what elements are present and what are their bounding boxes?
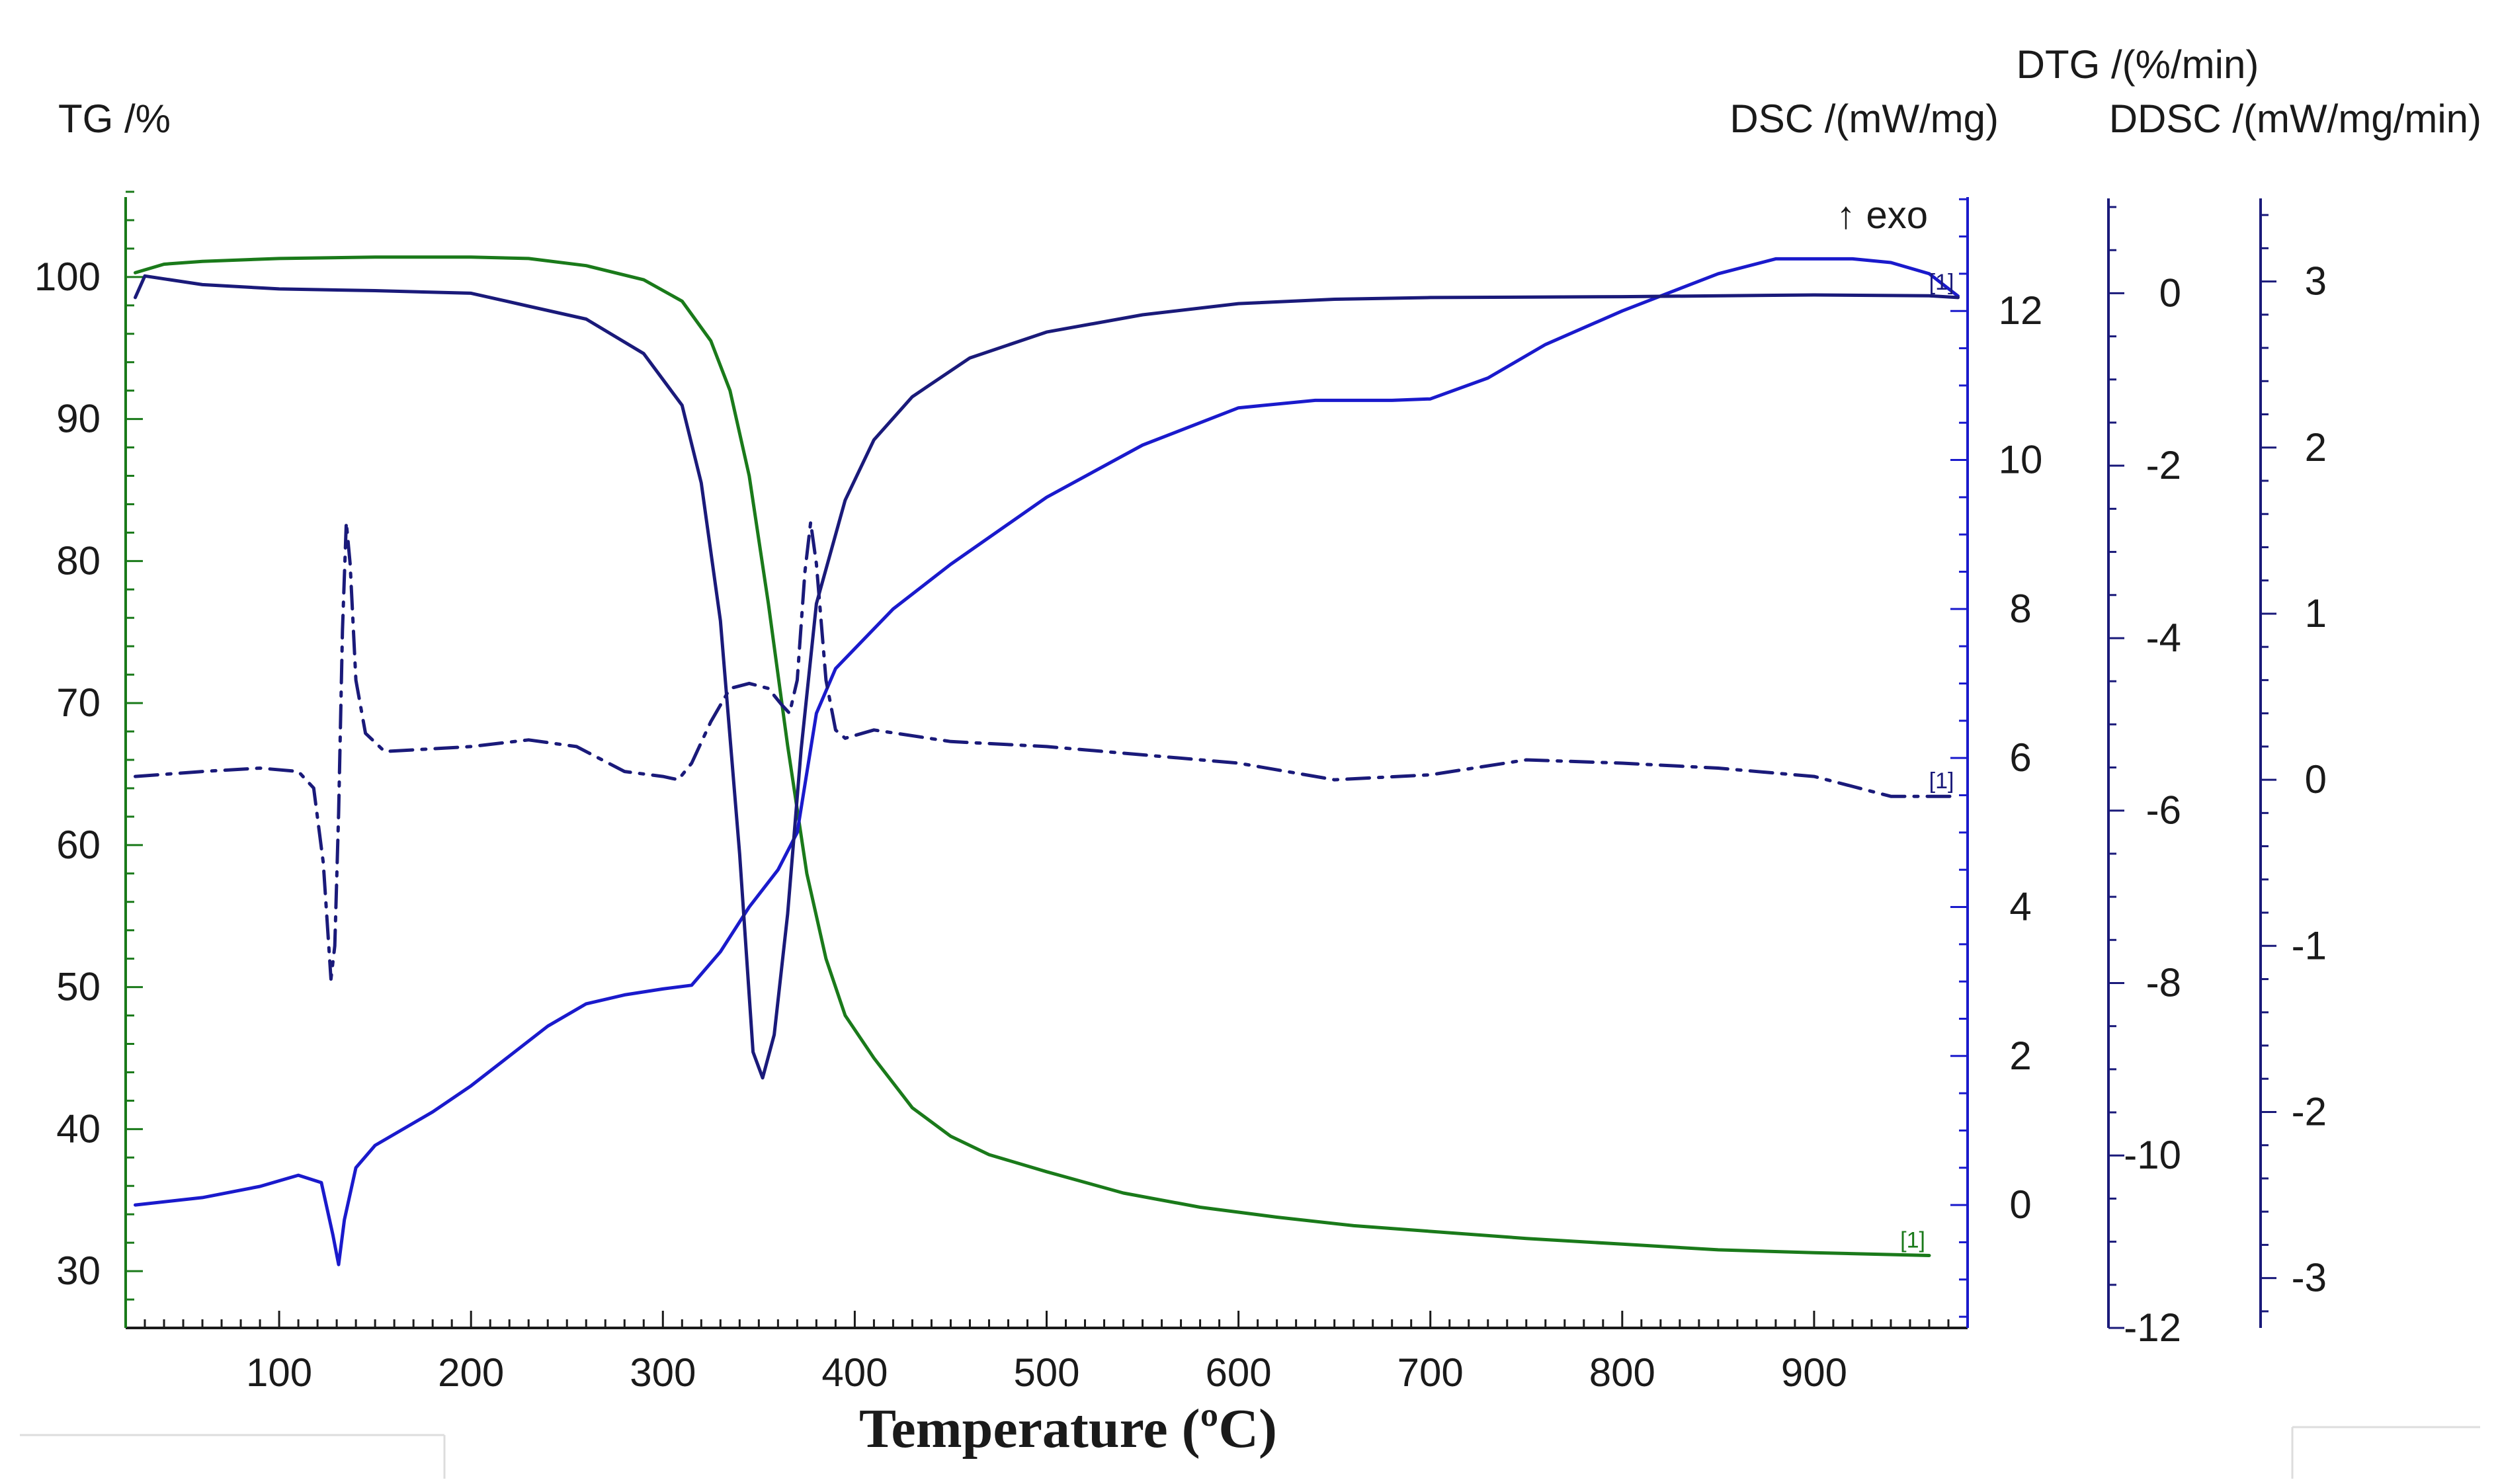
x-tick-label: 800 bbox=[1589, 1350, 1655, 1395]
ddsc-tick-label: 2 bbox=[2305, 425, 2327, 470]
ddsc-tick-label: -3 bbox=[2292, 1256, 2327, 1300]
x-tick-label: 900 bbox=[1781, 1350, 1847, 1395]
dsc-tick-label: 10 bbox=[1999, 438, 2043, 482]
dtg-tick-label: -2 bbox=[2146, 443, 2181, 487]
series-ddsc-line bbox=[134, 520, 1960, 981]
ddsc-tick-label: 0 bbox=[2305, 757, 2327, 802]
exo-annotation: ↑ exo bbox=[1836, 194, 1928, 237]
series-ddsc-end-label: [1] bbox=[1929, 768, 1954, 794]
x-axis-label: Temperature (ºC) bbox=[859, 1398, 1277, 1460]
tg-tick-label: 50 bbox=[56, 965, 101, 1009]
dsc-tick-label: 8 bbox=[2009, 587, 2031, 631]
dtg-tick-label: -8 bbox=[2146, 960, 2181, 1005]
dtg-tick-label: 0 bbox=[2159, 270, 2181, 315]
series-dtg-line bbox=[134, 274, 1960, 1080]
tg-tick-label: 30 bbox=[56, 1249, 101, 1293]
tg-tick-label: 100 bbox=[34, 255, 101, 299]
tg-tick-label: 60 bbox=[56, 823, 101, 867]
x-tick-label: 600 bbox=[1206, 1350, 1272, 1395]
series-dtg-end-label: [1] bbox=[1929, 270, 1954, 295]
tg-tick-label: 40 bbox=[56, 1106, 101, 1151]
ddsc-tick-label: 1 bbox=[2305, 591, 2327, 636]
ddsc-axis-label: DDSC /(mW/mg/min) bbox=[2109, 97, 2481, 141]
ddsc-tick-label: -1 bbox=[2292, 923, 2327, 968]
dtg-axis-label: DTG /(%/min) bbox=[2017, 42, 2259, 87]
x-tick-label: 100 bbox=[246, 1350, 312, 1395]
dsc-tick-label: 0 bbox=[2009, 1182, 2031, 1227]
tg-tick-label: 90 bbox=[56, 397, 101, 441]
ddsc-tick-label: 3 bbox=[2305, 259, 2327, 304]
dsc-tick-label: 4 bbox=[2009, 884, 2031, 928]
tg-axis-label: TG /% bbox=[58, 97, 171, 141]
dsc-tick-label: 2 bbox=[2009, 1034, 2031, 1078]
dsc-tick-label: 12 bbox=[1999, 288, 2043, 333]
series-dsc-line bbox=[134, 257, 1960, 1266]
dtg-tick-label: -10 bbox=[2124, 1133, 2181, 1177]
dtg-tick-label: -12 bbox=[2124, 1305, 2181, 1350]
series-tg-end-label: [1] bbox=[1900, 1227, 1925, 1253]
tg-tick-label: 70 bbox=[56, 680, 101, 725]
series-tg-line bbox=[134, 255, 1931, 1257]
dsc-axis-label: DSC /(mW/mg) bbox=[1729, 97, 1999, 141]
dtg-tick-label: -4 bbox=[2146, 616, 2181, 660]
tg-tick-label: 80 bbox=[56, 538, 101, 583]
x-tick-label: 200 bbox=[438, 1350, 504, 1395]
dtg-tick-label: -6 bbox=[2146, 788, 2181, 833]
x-tick-label: 300 bbox=[630, 1350, 696, 1395]
x-tick-label: 700 bbox=[1397, 1350, 1464, 1395]
ddsc-tick-label: -2 bbox=[2292, 1089, 2327, 1134]
dsc-tick-label: 6 bbox=[2009, 735, 2031, 780]
x-tick-label: 500 bbox=[1013, 1350, 1079, 1395]
x-tick-label: 400 bbox=[821, 1350, 888, 1395]
